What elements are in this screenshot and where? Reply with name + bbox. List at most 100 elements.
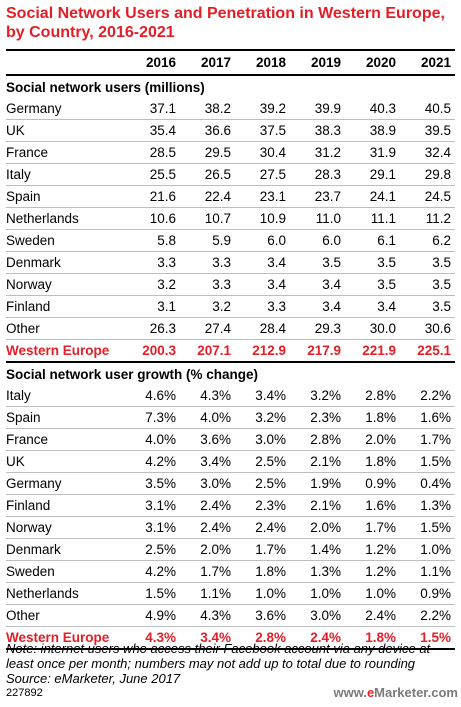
table-cell: 37.5 [235, 119, 290, 142]
table-cell: 4.9% [125, 604, 180, 627]
table-cell: 3.5 [345, 273, 400, 296]
table-cell: 11.1 [345, 207, 400, 230]
table-cell: 4.3% [180, 385, 235, 407]
table-cell: 3.3 [180, 251, 235, 274]
brand-rest: Marketer.com [374, 685, 458, 700]
table-row: Germany 37.1 38.2 39.2 39.9 40.3 40.5 [6, 98, 455, 120]
total-cell: 217.9 [290, 339, 345, 363]
table-cell: 27.5 [235, 163, 290, 186]
table-row: Norway 3.1% 2.4% 2.4% 2.0% 1.7% 1.5% [6, 516, 455, 539]
row-label: Norway [6, 516, 125, 539]
brand-highlight: e [366, 685, 375, 700]
section-heading: Social network user growth (% change) [6, 366, 259, 382]
table-cell: 1.1% [180, 582, 235, 605]
table-cell: 31.2 [290, 141, 345, 164]
row-label: Other [6, 317, 125, 340]
table-cell: 31.9 [345, 141, 400, 164]
row-label: Italy [6, 385, 125, 407]
table-cell: 4.3% [180, 604, 235, 627]
table-cell: 2.3% [235, 494, 290, 517]
table-row: Sweden 4.2% 1.7% 1.8% 1.3% 1.2% 1.1% [6, 560, 455, 583]
brand-logo: www.eMarketer.com [333, 685, 458, 700]
table-cell: 3.6% [235, 604, 290, 627]
table-cell: 3.5 [400, 295, 455, 318]
table-row: France 28.5 29.5 30.4 31.2 31.9 32.4 [6, 141, 455, 164]
section-heading: Social network users (millions) [6, 79, 205, 95]
table-cell: 4.6% [125, 385, 180, 407]
table-row: Germany 3.5% 3.0% 2.5% 1.9% 0.9% 0.4% [6, 472, 455, 495]
row-label: Finland [6, 494, 125, 517]
table-cell: 21.6 [125, 185, 180, 208]
table-cell: 3.5 [400, 273, 455, 296]
table-cell: 3.0% [235, 428, 290, 451]
total-cell: 2.8% [235, 626, 290, 650]
table-cell: 28.5 [125, 141, 180, 164]
table-cell: 32.4 [400, 141, 455, 164]
total-row: Western Europe 4.3% 3.4% 2.8% 2.4% 1.8% 1.5% [6, 626, 455, 650]
total-label: Western Europe [6, 626, 125, 650]
column-header: 2018 [235, 49, 290, 76]
table-cell: 2.2% [400, 385, 455, 407]
table-cell: 1.7% [180, 560, 235, 583]
table-cell: 2.5% [125, 538, 180, 561]
table-cell: 29.5 [180, 141, 235, 164]
table-cell: 23.1 [235, 185, 290, 208]
table-cell: 2.0% [290, 516, 345, 539]
chart-id: 227892 [6, 687, 43, 699]
table-cell: 38.3 [290, 119, 345, 142]
table-cell: 3.0% [290, 604, 345, 627]
table-row: Finland 3.1 3.2 3.3 3.4 3.4 3.5 [6, 295, 455, 318]
table-cell: 6.0 [235, 229, 290, 252]
chart-title: Social Network Users and Penetration in … [6, 5, 445, 41]
table-cell: 1.5% [125, 582, 180, 605]
total-row: Western Europe 200.3 207.1 212.9 217.9 221.9 2… [6, 339, 455, 363]
total-cell: 207.1 [180, 339, 235, 363]
row-label: Finland [6, 295, 125, 318]
table-cell: 3.4 [235, 273, 290, 296]
table-row: UK 35.4 36.6 37.5 38.3 38.9 39.5 [6, 119, 455, 142]
table-cell: 3.4 [345, 295, 400, 318]
row-label: Spain [6, 406, 125, 429]
table-cell: 5.9 [180, 229, 235, 252]
table-cell: 3.1 [125, 295, 180, 318]
table-cell: 1.8% [235, 560, 290, 583]
table-cell: 30.6 [400, 317, 455, 340]
table-cell: 30.0 [345, 317, 400, 340]
table-cell: 6.0 [290, 229, 345, 252]
table-row: Spain 7.3% 4.0% 3.2% 2.3% 1.8% 1.6% [6, 406, 455, 429]
table-cell: 4.0% [180, 406, 235, 429]
total-cell: 212.9 [235, 339, 290, 363]
table-cell: 2.4% [345, 604, 400, 627]
column-header: 2016 [125, 49, 180, 76]
table-cell: 2.4% [180, 494, 235, 517]
table-cell: 24.5 [400, 185, 455, 208]
table-row: Sweden 5.8 5.9 6.0 6.0 6.1 6.2 [6, 229, 455, 252]
table-cell: 11.0 [290, 207, 345, 230]
table-cell: 25.5 [125, 163, 180, 186]
table-cell: 3.4 [290, 295, 345, 318]
table-cell: 6.1 [345, 229, 400, 252]
table-cell: 1.2% [345, 560, 400, 583]
note-text: Note: internet users who access their Fa… [6, 641, 431, 671]
table-cell: 5.8 [125, 229, 180, 252]
table-cell: 38.9 [345, 119, 400, 142]
row-label: UK [6, 119, 125, 142]
total-cell: 2.4% [290, 626, 345, 650]
total-cell: 200.3 [125, 339, 180, 363]
table-cell: 24.1 [345, 185, 400, 208]
section-heading-row: Social network users (millions) [6, 75, 455, 98]
table-cell: 1.0% [345, 582, 400, 605]
row-label: Germany [6, 472, 125, 495]
row-label: Italy [6, 163, 125, 186]
table-cell: 3.3 [180, 273, 235, 296]
table-cell: 3.1% [125, 494, 180, 517]
column-header: 2019 [290, 49, 345, 76]
table-cell: 3.0% [180, 472, 235, 495]
table-cell: 29.1 [345, 163, 400, 186]
table-cell: 1.2% [345, 538, 400, 561]
table-cell: 2.0% [180, 538, 235, 561]
total-cell: 1.5% [400, 626, 455, 650]
table-cell: 7.3% [125, 406, 180, 429]
table-cell: 10.7 [180, 207, 235, 230]
table-cell: 1.9% [290, 472, 345, 495]
